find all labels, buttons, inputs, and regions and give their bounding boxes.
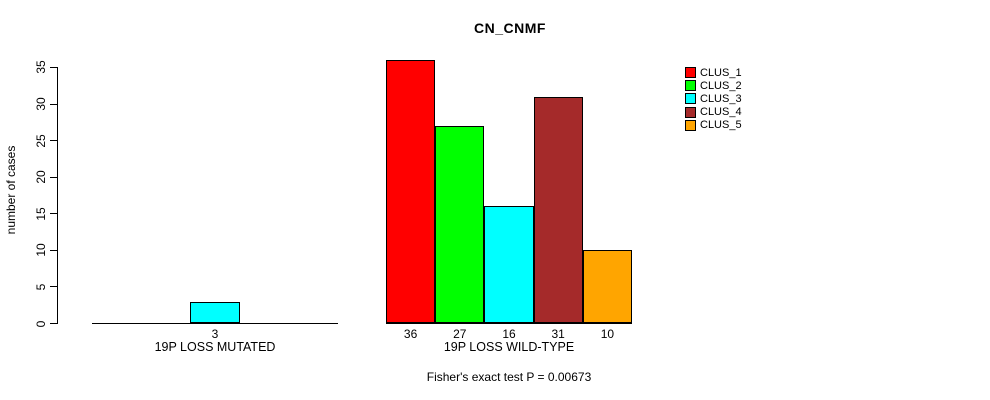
legend-label: CLUS_3 — [700, 92, 742, 105]
y-axis-tick — [50, 66, 57, 68]
y-axis-tick-label: 30 — [34, 97, 48, 111]
y-axis-line — [57, 67, 58, 324]
y-axis-tick-label: 25 — [34, 133, 48, 148]
x-axis-group-label-mutated: 19P LOSS MUTATED — [154, 340, 276, 354]
bar-value-label: 27 — [453, 327, 467, 341]
bar-clus_1 — [386, 60, 436, 324]
y-axis-tick-label: 20 — [34, 170, 48, 184]
bar-value-label: 16 — [502, 327, 516, 341]
chart-title: CN_CNMF — [474, 20, 546, 36]
bar-clus_3 — [484, 206, 534, 324]
bar-clus_2 — [435, 126, 485, 324]
legend-color-swatch — [685, 80, 696, 92]
x-axis-group-label-wild-type: 19P LOSS WILD-TYPE — [443, 340, 575, 354]
bar-clus_4 — [533, 96, 583, 324]
legend-label: CLUS_4 — [700, 106, 742, 119]
bar-value-label: 3 — [211, 327, 219, 341]
y-axis-tick — [50, 103, 57, 105]
legend-color-swatch — [685, 119, 696, 131]
legend-color-swatch — [685, 67, 696, 79]
y-axis-tick-label: 5 — [34, 283, 48, 291]
y-axis-tick — [50, 249, 57, 251]
bar-value-label: 10 — [600, 327, 615, 341]
y-axis-tick — [50, 213, 57, 215]
legend-item: CLUS_5 — [685, 119, 742, 132]
y-axis-tick-label: 10 — [34, 243, 48, 258]
legend-item: CLUS_3 — [685, 92, 742, 105]
y-axis-tick — [50, 176, 57, 178]
legend-item: CLUS_4 — [685, 106, 742, 119]
fisher-exact-test-annotation: Fisher's exact test P = 0.00673 — [426, 370, 592, 384]
bar-clus_3 — [190, 301, 240, 324]
legend-item: CLUS_1 — [685, 66, 742, 79]
y-axis-tick-label: 35 — [34, 60, 48, 75]
legend-color-swatch — [685, 93, 696, 105]
legend-label: CLUS_1 — [700, 66, 742, 79]
bar-value-label: 36 — [403, 327, 418, 341]
y-axis-tick-label: 15 — [34, 207, 48, 221]
y-axis-tick — [50, 323, 57, 324]
y-axis-tick-label: 0 — [34, 320, 48, 327]
bar-clus_5 — [582, 250, 632, 324]
legend: CLUS_1 CLUS_2 CLUS_3 CLUS_4 CLUS_5 — [685, 66, 742, 132]
legend-item: CLUS_2 — [685, 79, 742, 92]
legend-color-swatch — [685, 106, 696, 118]
bar-value-label: 31 — [551, 327, 565, 341]
y-axis-tick — [50, 286, 57, 288]
legend-label: CLUS_2 — [700, 79, 742, 92]
y-axis-tick — [50, 140, 57, 142]
x-axis-baseline — [92, 323, 338, 324]
legend-label: CLUS_5 — [700, 119, 742, 132]
x-axis-baseline — [386, 323, 632, 324]
